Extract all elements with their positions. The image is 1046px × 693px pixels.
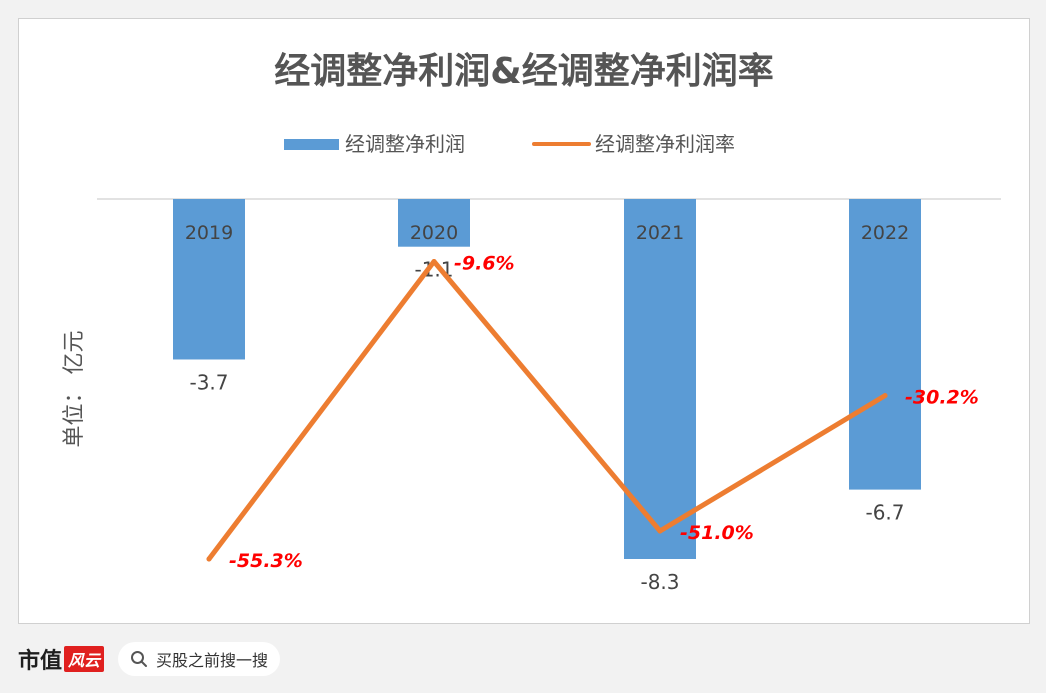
category-label-2020: 2020 bbox=[410, 222, 458, 244]
footer: 市值 风云 买股之前搜一搜 bbox=[18, 636, 1028, 682]
search-icon bbox=[131, 651, 148, 667]
bar-value-label-2022: -6.7 bbox=[865, 501, 904, 525]
brand-tag: 风云 bbox=[64, 646, 105, 672]
line-series bbox=[206, 258, 888, 562]
line-point-2022 bbox=[882, 393, 888, 399]
bar-series bbox=[173, 199, 921, 559]
brand-logo: 市值 风云 bbox=[18, 643, 105, 675]
bar-2019 bbox=[173, 199, 245, 360]
category-labels: 2019 2020 2021 2022 bbox=[185, 222, 909, 244]
search-box[interactable]: 买股之前搜一搜 bbox=[118, 642, 281, 676]
legend: 经调整净利润 经调整净利润率 bbox=[284, 132, 735, 156]
line-value-label-2021: -51.0% bbox=[680, 522, 754, 544]
bar-2020 bbox=[398, 199, 470, 247]
category-label-2021: 2021 bbox=[636, 222, 684, 244]
line-path-margin bbox=[206, 258, 888, 562]
chart-title: 经调整净利润&经调整净利润率 bbox=[274, 51, 773, 92]
bar-2021 bbox=[624, 199, 696, 559]
line-point-2021 bbox=[657, 528, 663, 534]
legend-label-line: 经调整净利润率 bbox=[595, 132, 735, 156]
search-placeholder: 买股之前搜一搜 bbox=[156, 651, 269, 670]
category-label-2019: 2019 bbox=[185, 222, 233, 244]
line-data-labels: -55.3% -9.6% -51.0% -30.2% bbox=[229, 252, 979, 572]
chart-frame: 经调整净利润&经调整净利润率 经调整净利润 经调整净利润率 单位： 亿元 201… bbox=[18, 18, 1030, 624]
bar-data-labels: -3.7-1.1-8.3-6.7 bbox=[189, 258, 904, 594]
bar-value-label-2021: -8.3 bbox=[640, 570, 679, 594]
brand-name: 市值 bbox=[18, 648, 63, 674]
line-value-label-2020: -9.6% bbox=[454, 252, 515, 274]
legend-label-bar: 经调整净利润 bbox=[345, 132, 465, 156]
bar-value-label-2019: -3.7 bbox=[189, 370, 228, 394]
line-value-label-2022: -30.2% bbox=[905, 387, 979, 409]
bar-2022 bbox=[849, 199, 921, 490]
y-axis-label: 单位： 亿元 bbox=[62, 331, 87, 448]
line-point-2020 bbox=[431, 258, 437, 264]
legend-swatch-bar bbox=[284, 139, 339, 150]
line-point-2019 bbox=[206, 556, 212, 562]
chart: 经调整净利润&经调整净利润率 经调整净利润 经调整净利润率 单位： 亿元 201… bbox=[62, 51, 1001, 594]
category-label-2022: 2022 bbox=[861, 222, 909, 244]
line-value-label-2019: -55.3% bbox=[229, 550, 303, 572]
